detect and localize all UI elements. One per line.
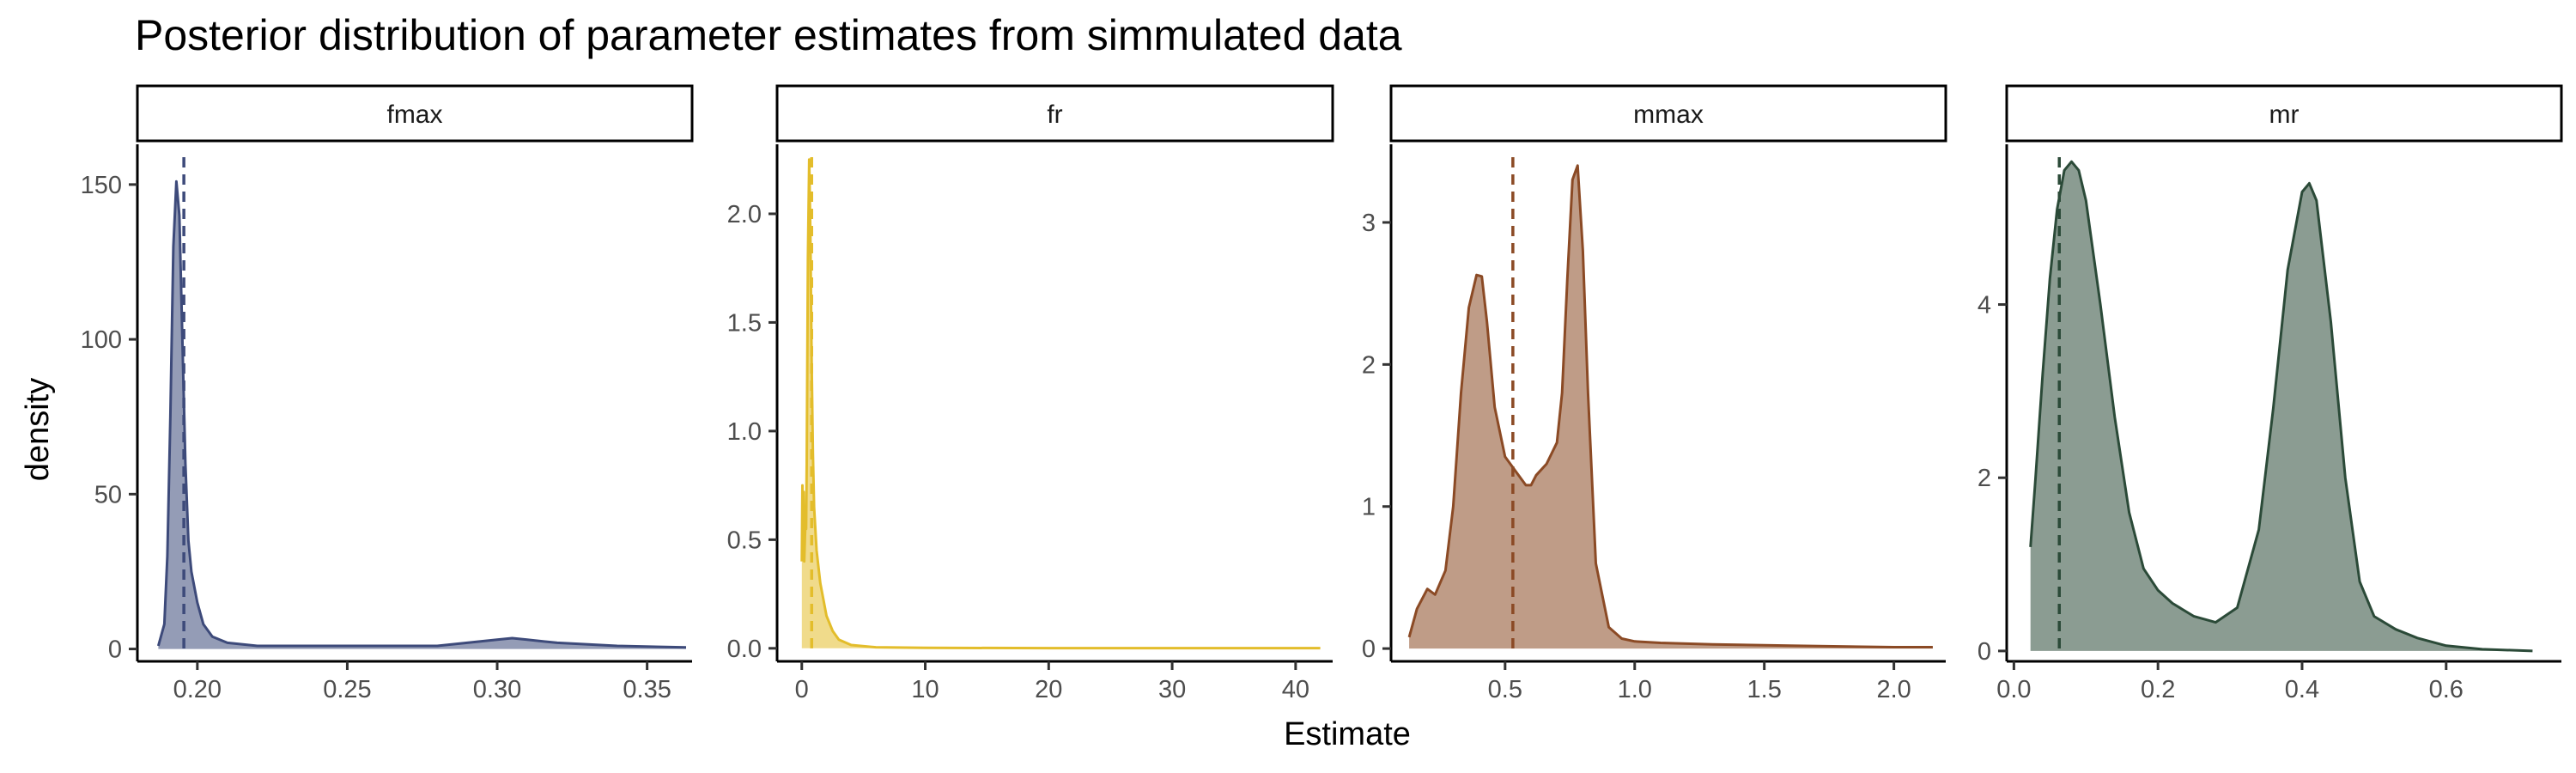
y-tick-label-mmax: 2 [1362, 351, 1376, 379]
facet-label-fmax: fmax [386, 100, 442, 129]
x-tick-label-mr: 0.0 [1996, 676, 2031, 703]
y-tick-label-mr: 0 [1978, 638, 1991, 666]
y-tick-label-fmax: 50 [94, 481, 122, 508]
density-area-mmax [1409, 165, 1933, 649]
y-tick-label-fr: 0.0 [727, 636, 762, 663]
x-tick-label-fr: 0 [795, 676, 809, 703]
x-tick-label-fr: 40 [1282, 676, 1309, 703]
x-tick-label-mmax: 1.0 [1618, 676, 1652, 703]
y-tick-label-fr: 1.5 [727, 309, 762, 337]
x-tick-label-fmax: 0.20 [173, 676, 222, 703]
facet-strip-mmax [1389, 84, 1947, 143]
x-axis-title: Estimate [1284, 716, 1411, 752]
facet-strip-mr [2005, 84, 2563, 143]
x-tick-label-fmax: 0.25 [323, 676, 371, 703]
facet-strip-fr [775, 84, 1334, 143]
facet-strip-fmax [136, 84, 694, 143]
y-tick-label-mmax: 3 [1362, 210, 1376, 237]
facet-label-mmax: mmax [1633, 100, 1704, 129]
facet-panel-mr: mr 0.0 0.2 0.4 0.6 0 2 4 [1978, 84, 2563, 703]
y-tick-label-fmax: 0 [108, 636, 122, 664]
y-tick-label-mr: 4 [1978, 292, 1991, 320]
density-area-mr [2030, 161, 2533, 651]
x-tick-label-mmax: 1.5 [1747, 676, 1782, 703]
facet-label-mr: mr [2269, 100, 2300, 129]
x-tick-label-fr: 10 [911, 676, 939, 703]
density-line-mr [2029, 160, 2533, 653]
y-tick-label-fmax: 150 [81, 172, 122, 199]
x-tick-label-mmax: 2.0 [1876, 676, 1911, 703]
y-tick-label-mmax: 0 [1362, 636, 1376, 663]
x-tick-label-mr: 0.4 [2285, 676, 2319, 703]
y-tick-label-fr: 1.0 [727, 418, 762, 446]
chart-title: Posterior distribution of parameter esti… [135, 11, 1402, 59]
density-line-mmax [1407, 164, 1933, 648]
y-axis-title: density [20, 378, 56, 481]
facet-label-fr: fr [1047, 100, 1062, 129]
x-tick-label-mmax: 0.5 [1488, 676, 1522, 703]
facet-panel-fr: fr 0 10 20 30 40 0.0 0.5 1.0 1.5 2.0 [727, 84, 1334, 703]
x-tick-label-mr: 0.6 [2429, 676, 2464, 703]
y-tick-label-mr: 2 [1978, 465, 1991, 492]
y-tick-label-fmax: 100 [81, 326, 122, 354]
y-tick-label-fr: 0.5 [727, 526, 762, 554]
y-tick-label-fr: 2.0 [727, 201, 762, 228]
facet-panel-fmax: fmax 0.20 0.25 0.30 0.35 0 50 100 150 [81, 84, 694, 703]
y-tick-label-mmax: 1 [1362, 494, 1376, 521]
x-tick-label-fmax: 0.35 [623, 676, 671, 703]
x-tick-label-fmax: 0.30 [473, 676, 521, 703]
x-tick-label-mr: 0.2 [2141, 676, 2175, 703]
x-tick-label-fr: 20 [1035, 676, 1062, 703]
x-tick-label-fr: 30 [1158, 676, 1186, 703]
facet-panel-mmax: mmax 0.5 1.0 1.5 2.0 0 1 2 3 [1362, 84, 1947, 703]
density-line-fmax [156, 180, 687, 649]
